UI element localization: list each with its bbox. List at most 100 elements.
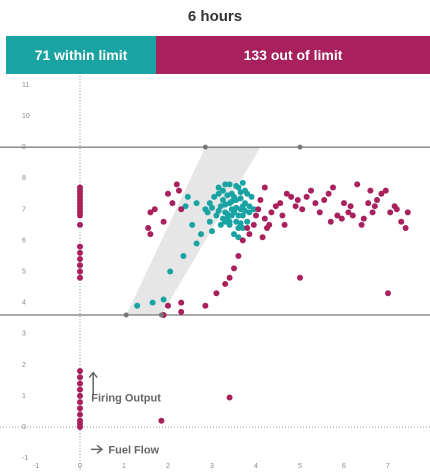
out-of-limit-point xyxy=(378,190,385,197)
out-of-limit-point xyxy=(345,209,352,216)
up-arrow-icon xyxy=(88,371,98,395)
out-of-limit-point xyxy=(347,203,354,210)
out-of-limit-point xyxy=(147,231,154,238)
within-limit-point xyxy=(237,195,244,202)
out-of-limit-point xyxy=(147,209,154,216)
within-limit-point xyxy=(220,187,226,194)
out-of-limit-point xyxy=(165,302,171,309)
out-of-limit-point xyxy=(404,209,411,216)
x-tick-label: 6 xyxy=(342,463,346,470)
out-of-limit-point xyxy=(268,209,275,216)
out-of-limit-point xyxy=(77,405,83,412)
out-of-limit-point xyxy=(303,193,310,200)
out-of-limit-point xyxy=(277,200,284,207)
within-limit-point xyxy=(248,193,255,200)
within-limit-point xyxy=(204,209,211,216)
out-of-limit-point xyxy=(145,224,152,231)
out-of-limit-point xyxy=(316,209,323,216)
within-limit-bar[interactable]: 71 within limit xyxy=(6,36,156,74)
out-of-limit-label: 133 out of limit xyxy=(243,47,343,63)
within-limit-point xyxy=(215,190,222,197)
out-of-limit-point xyxy=(77,249,83,256)
out-of-limit-point xyxy=(178,308,185,315)
x-tick-label: 7 xyxy=(386,463,390,470)
out-of-limit-point xyxy=(402,224,409,231)
x-tick-label: 5 xyxy=(298,463,302,470)
out-of-limit-point xyxy=(169,200,176,207)
out-of-limit-point xyxy=(77,243,83,250)
out-of-limit-point xyxy=(385,290,391,297)
out-of-limit-point xyxy=(239,237,246,244)
within-limit-point xyxy=(237,220,244,227)
y-tick-label: 11 xyxy=(22,82,29,89)
out-of-limit-point xyxy=(299,206,306,213)
within-limit-point xyxy=(246,203,253,210)
within-limit-point xyxy=(206,218,213,225)
y-tick-label: 0 xyxy=(22,424,26,431)
right-arrow-icon xyxy=(91,444,104,454)
within-limit-point xyxy=(226,218,233,225)
within-limit-point xyxy=(167,268,174,275)
within-limit-point xyxy=(233,204,240,211)
within-limit-point xyxy=(215,207,222,214)
within-limit-point xyxy=(180,252,187,259)
x-tick-label: -1 xyxy=(33,463,39,470)
out-of-limit-point xyxy=(259,234,266,241)
within-limit-point xyxy=(211,193,218,200)
chart-title: 6 hours xyxy=(187,8,243,25)
within-limit-point xyxy=(184,193,191,200)
firing-output-annotation: Firing Output xyxy=(91,392,161,404)
within-limit-point xyxy=(235,212,242,219)
limit-marker xyxy=(297,144,303,150)
out-of-limit-point xyxy=(261,215,268,222)
within-limit-point xyxy=(226,181,233,188)
within-limit-point xyxy=(239,179,246,186)
y-tick-label: 7 xyxy=(22,206,26,213)
target-band xyxy=(126,147,261,316)
out-of-limit-point xyxy=(281,221,288,228)
out-of-limit-point xyxy=(77,380,83,387)
within-limit-point xyxy=(134,302,141,309)
within-limit-point xyxy=(222,218,229,225)
out-of-limit-point xyxy=(257,196,264,203)
within-limit-point xyxy=(235,224,242,231)
out-of-limit-point xyxy=(387,209,394,216)
out-of-limit-point xyxy=(325,190,332,197)
y-tick-label: 4 xyxy=(22,300,26,307)
out-of-limit-point xyxy=(77,399,83,406)
y-tick-label: 5 xyxy=(22,269,26,276)
within-limit-point xyxy=(182,203,189,210)
y-tick-label: -1 xyxy=(22,455,28,462)
within-limit-point xyxy=(222,181,229,188)
out-of-limit-point xyxy=(334,212,341,219)
out-of-limit-point xyxy=(246,231,253,238)
out-of-limit-point xyxy=(398,218,405,225)
out-of-limit-point xyxy=(327,218,334,225)
within-limit-point xyxy=(222,201,229,208)
out-of-limit-point xyxy=(264,224,270,231)
out-of-limit-point xyxy=(77,392,83,399)
out-of-limit-point xyxy=(173,181,180,188)
out-of-limit-point xyxy=(77,411,83,418)
out-of-limit-point xyxy=(358,221,365,228)
within-limit-point xyxy=(149,299,156,306)
y-tick-label: 9 xyxy=(22,144,26,151)
out-of-limit-point xyxy=(330,184,336,191)
within-limit-point xyxy=(231,193,237,200)
out-of-limit-point xyxy=(235,252,242,259)
within-limit-point xyxy=(160,296,167,303)
out-of-limit-point xyxy=(292,203,299,210)
out-of-limit-point xyxy=(77,374,83,381)
out-of-limit-point xyxy=(283,190,290,197)
out-of-limit-point xyxy=(165,190,171,197)
out-of-limit-point xyxy=(369,209,376,216)
x-tick-label: 0 xyxy=(78,463,82,470)
out-of-limit-point xyxy=(297,274,303,281)
out-of-limit-point xyxy=(213,290,220,297)
out-of-limit-point xyxy=(308,187,314,194)
out-of-limit-point xyxy=(360,215,367,222)
out-of-limit-bar[interactable]: 133 out of limit xyxy=(156,36,430,74)
within-limit-point xyxy=(215,184,222,191)
out-of-limit-point xyxy=(77,212,83,219)
within-limit-point xyxy=(239,224,246,231)
